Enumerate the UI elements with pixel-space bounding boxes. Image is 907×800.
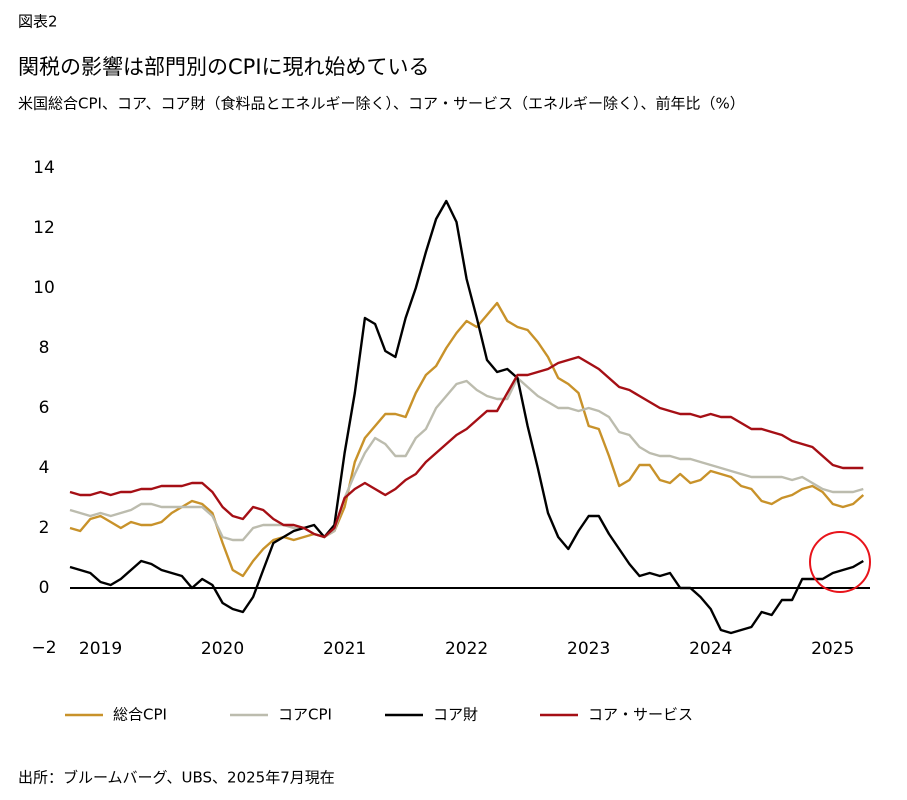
series-line	[69, 301, 865, 578]
x-tick-label: 2025	[811, 639, 854, 659]
x-tick-label: 2021	[323, 639, 366, 659]
legend-label: 総合CPI	[113, 706, 167, 724]
y-tick-label: 0	[39, 578, 50, 598]
y-tick-label: 10	[33, 278, 55, 298]
figure-label: 図表2	[18, 13, 58, 31]
y-tick-label: 6	[39, 398, 50, 418]
legend-label: コア財	[433, 706, 478, 724]
legend-label: コアCPI	[278, 706, 332, 724]
source-note: 出所：ブルームバーグ、UBS、2025年7月現在	[18, 769, 335, 787]
x-tick-label: 2020	[201, 639, 244, 659]
legend-label: コア・サービス	[588, 706, 693, 724]
y-tick-label: 8	[39, 338, 50, 358]
series-line	[69, 355, 864, 539]
y-tick-label: −2	[31, 638, 56, 658]
x-tick-label: 2023	[567, 639, 610, 659]
y-tick-label: 2	[39, 518, 50, 538]
chart-title: 関税の影響は部門別のCPIに現れ始めている	[18, 55, 430, 79]
y-tick-label: 4	[39, 458, 50, 478]
series-line	[69, 199, 864, 635]
x-tick-label: 2019	[79, 639, 122, 659]
x-tick-label: 2022	[445, 639, 488, 659]
highlight-circle	[809, 531, 871, 593]
x-tick-label: 2024	[689, 639, 732, 659]
y-tick-label: 12	[33, 218, 55, 238]
y-tick-label: 14	[33, 158, 55, 178]
series-line	[69, 376, 864, 542]
chart-subtitle: 米国総合CPI、コア、コア財（食料品とエネルギー除く）、コア・サービス（エネルギ…	[18, 95, 745, 113]
